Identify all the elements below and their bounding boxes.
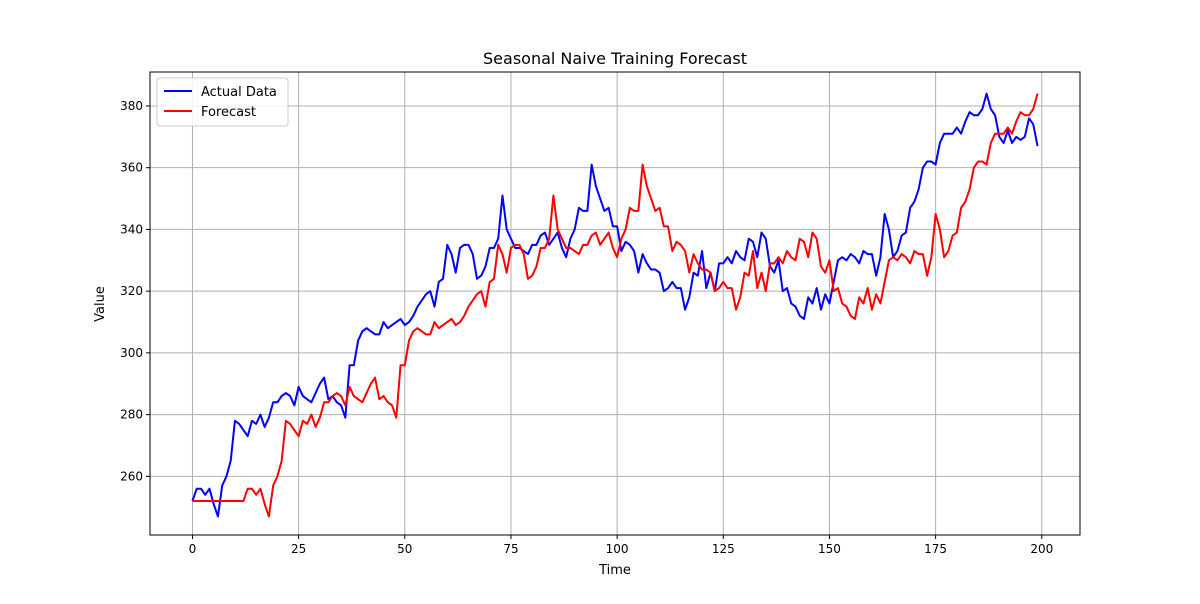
y-tick-label-320: 320 bbox=[120, 284, 143, 298]
x-tick-label-0: 0 bbox=[189, 542, 197, 556]
y-tick-label-260: 260 bbox=[120, 469, 143, 483]
plot-area-frame bbox=[149, 71, 1081, 536]
x-tick-label-75: 75 bbox=[503, 542, 518, 556]
chart-title: Seasonal Naive Training Forecast bbox=[483, 49, 747, 68]
legend: Actual Data Forecast bbox=[156, 77, 289, 127]
x-tick-label-100: 100 bbox=[606, 542, 629, 556]
y-tick-label-340: 340 bbox=[120, 222, 143, 236]
y-tick-label-280: 280 bbox=[120, 408, 143, 422]
y-axis-label: Value bbox=[93, 286, 108, 322]
y-tick-label-300: 300 bbox=[120, 346, 143, 360]
x-tick-label-125: 125 bbox=[712, 542, 735, 556]
x-axis-ticks: 0 25 50 75 100 125 150 175 200 bbox=[189, 535, 1053, 556]
x-tick-label-150: 150 bbox=[818, 542, 841, 556]
x-tick-label-25: 25 bbox=[291, 542, 306, 556]
legend-label-actual-data: Actual Data bbox=[201, 85, 277, 100]
y-tick-label-360: 360 bbox=[120, 161, 143, 175]
x-tick-label-175: 175 bbox=[924, 542, 947, 556]
x-tick-label-200: 200 bbox=[1030, 542, 1053, 556]
series-lines bbox=[191, 92, 1039, 518]
grid bbox=[150, 72, 1080, 535]
x-axis-label: Time bbox=[598, 563, 631, 578]
y-tick-label-380: 380 bbox=[120, 99, 143, 113]
series-line-actual-data bbox=[191, 92, 1039, 518]
x-tick-label-50: 50 bbox=[397, 542, 412, 556]
series-line-forecast bbox=[192, 93, 1039, 518]
legend-label-forecast: Forecast bbox=[201, 105, 256, 120]
y-axis-ticks: 260 280 300 320 340 360 380 bbox=[120, 99, 150, 483]
